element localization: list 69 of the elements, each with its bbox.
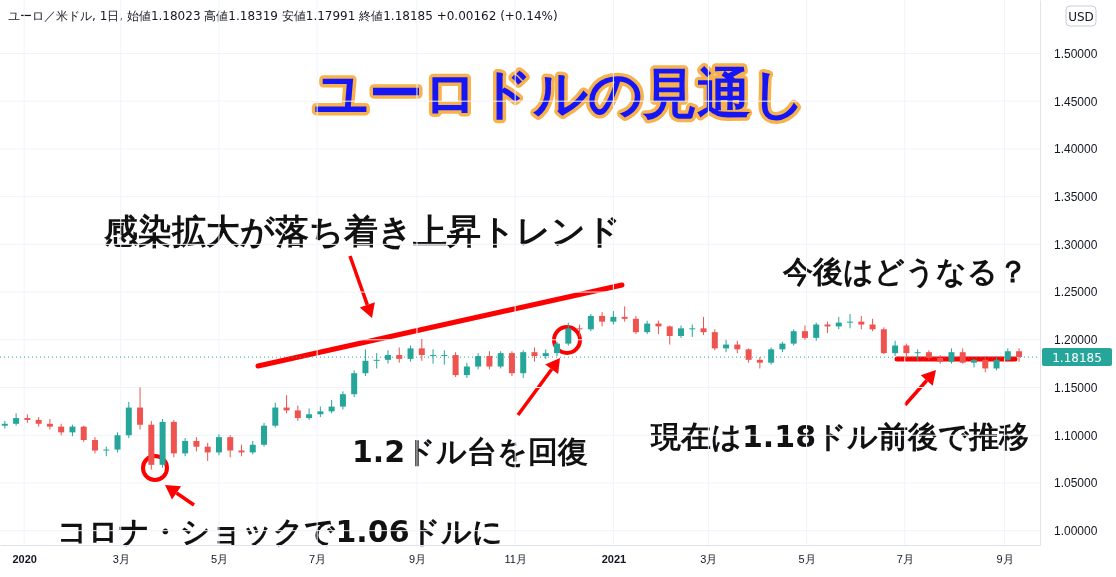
candlestick: [711, 328, 718, 351]
x-tick-label: 2020: [12, 552, 37, 565]
candlestick: [182, 437, 189, 457]
y-tick-label: 1.15000: [1054, 380, 1098, 395]
candlestick: [892, 340, 899, 357]
annotation: 感染拡大が落ち着き上昇トレンド: [102, 211, 621, 251]
annotation: 現在は1.18ドル前後で推移: [649, 419, 1030, 454]
y-tick-label: 1.35000: [1054, 189, 1098, 204]
candlestick: [621, 305, 628, 323]
x-tick-label: 9月: [408, 552, 427, 565]
x-tick-label: 3月: [700, 552, 718, 565]
candlestick: [632, 315, 639, 335]
x-tick-label: 11月: [504, 552, 527, 565]
candlestick: [430, 348, 437, 365]
annotation: 1.2ドル台を回復: [351, 434, 589, 469]
y-tick-label: 1.10000: [1054, 428, 1098, 443]
annotation: 今後はどうなる？: [781, 254, 1028, 289]
candlestick: [46, 418, 53, 431]
candlestick: [970, 358, 977, 368]
x-tick-label: 5月: [798, 552, 816, 565]
candlestick: [689, 324, 696, 338]
y-tick-label: 1.40000: [1054, 142, 1098, 157]
text: USD: [1068, 10, 1094, 24]
candlestick: [13, 412, 20, 427]
candlestick: [373, 352, 380, 369]
candlestick: [418, 338, 425, 362]
candlestick: [756, 356, 763, 369]
ref-line-label: 1.18185: [1052, 350, 1102, 365]
candlestick: [576, 324, 583, 338]
y-tick-label: 1.00000: [1054, 524, 1098, 539]
candlestick: [520, 349, 527, 379]
y-tick-label: 1.50000: [1054, 46, 1098, 61]
candlestick: [880, 326, 887, 355]
candlestick: [261, 422, 268, 448]
annotation: コロナ・ショックで1.06ドルに: [57, 514, 503, 549]
candlestick: [508, 350, 515, 377]
candlestick: [441, 349, 448, 366]
candlestick: [700, 316, 707, 336]
y-tick-label: 1.05000: [1054, 476, 1098, 491]
candlestick: [847, 313, 854, 329]
candlestick: [306, 408, 313, 421]
text: ユーロ／米ドル, 1日, 始値1.18023 高値1.18319 安値1.17991 終値1.18185 +0.00162 (+0.14%): [8, 9, 558, 23]
candlestick: [351, 369, 358, 398]
candlestick: [1016, 347, 1023, 363]
x-tick-label: 7月: [896, 552, 914, 565]
candlestick: [137, 387, 144, 431]
x-tick-label: 7月: [309, 552, 327, 565]
x-tick-label: 9月: [996, 552, 1014, 565]
candlestick: [272, 402, 279, 429]
candlestick: [599, 311, 606, 327]
candlestick: [801, 324, 808, 341]
x-tick-label: 3月: [112, 552, 130, 565]
y-tick-label: 1.45000: [1054, 94, 1098, 109]
candlestick: [339, 390, 346, 410]
candlestick: [215, 433, 222, 456]
candlestick: [565, 322, 572, 347]
candlestick: [227, 434, 234, 458]
candlestick: [114, 431, 121, 453]
candlestick: [452, 351, 459, 378]
candlestick: [666, 324, 673, 346]
candlestick: [813, 322, 820, 342]
candlestick: [463, 362, 470, 379]
candlestick: [486, 350, 493, 370]
x-tick-label: 2021: [601, 552, 627, 565]
y-tick-label: 1.25000: [1054, 285, 1098, 300]
y-tick-label: 1.20000: [1054, 333, 1098, 348]
x-tick-label: 5月: [210, 552, 229, 565]
y-tick-label: 1.30000: [1054, 237, 1098, 252]
text: ユーロドルの見通し: [314, 62, 806, 125]
